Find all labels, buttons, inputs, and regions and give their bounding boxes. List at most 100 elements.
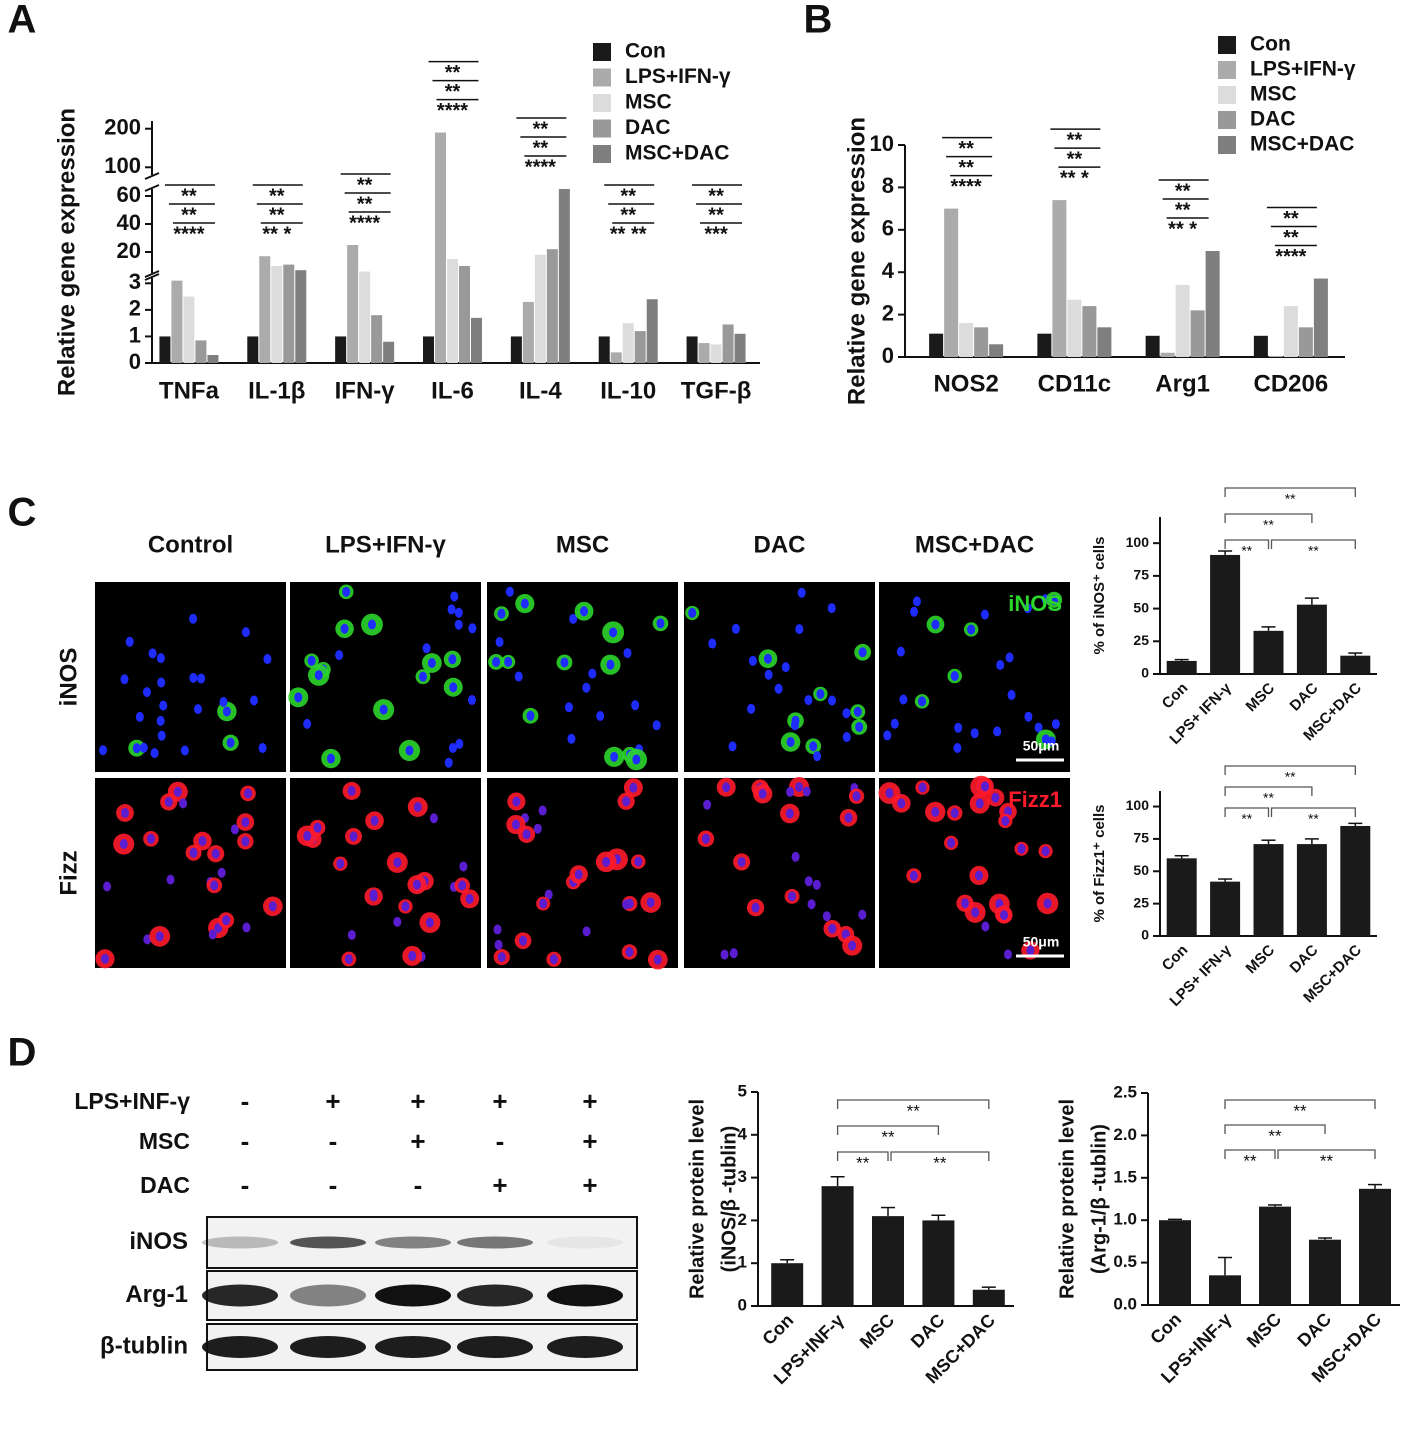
nucleus [492,656,501,667]
nucleus [828,695,837,706]
nucleus [748,655,757,666]
nucleus [596,710,605,721]
significance-label: **** [951,176,982,198]
treatment-label: DAC [140,1172,190,1198]
treatment-mark: - [414,1170,423,1200]
nucleus [652,720,661,731]
bar [1309,1239,1341,1305]
nucleus [408,950,417,961]
nucleus [219,697,228,708]
nucleus [580,606,589,617]
nucleus [155,931,164,942]
significance-label: ** [269,185,285,207]
nucleus [307,655,316,666]
nucleus [980,609,989,620]
legend-swatch [593,68,611,87]
nucleus [449,682,458,693]
nucleus [125,636,134,647]
significance-bracket [1224,807,1270,817]
treatment-mark: + [582,1126,597,1156]
significance-label: ** [1308,543,1319,559]
nucleus [708,638,717,649]
significance-bracket [1270,539,1356,549]
nucleus [166,874,175,885]
nucleus [842,732,851,743]
nucleus [622,899,631,910]
nucleus [758,788,767,799]
nucleus [401,901,410,912]
nucleus [156,715,165,726]
treatment-mark: + [410,1086,425,1116]
legend-label: MSC [1250,83,1297,106]
nucleus [120,674,129,685]
significance-label: ** [269,204,285,226]
nucleus [802,786,811,797]
nucleus [688,607,697,618]
nucleus [101,953,110,964]
bar [522,301,534,363]
scale-bar-label: 50μm [1023,738,1060,754]
bar [171,280,183,363]
bar [1296,844,1327,936]
y-tick-label: 100 [1126,534,1150,550]
nucleus [931,806,940,817]
significance-label: ** [1285,769,1296,785]
bar [558,189,570,363]
blot-band [457,1336,533,1358]
nucleus [465,893,474,904]
nucleus [896,646,905,657]
band-label: β-tublin [100,1332,188,1359]
nucleus [947,837,956,848]
stain-label: Fizz1 [1008,787,1062,812]
significance-label: ** [181,204,197,226]
significance-label: ** [1320,1151,1334,1170]
nucleus [632,754,641,765]
significance-label: ** [958,138,974,160]
significance-bracket [1224,539,1270,549]
nucleus [369,889,378,900]
micrograph [684,582,875,772]
nucleus [241,817,250,828]
y-tick-label: 1.5 [1113,1167,1137,1186]
nucleus [729,948,738,959]
x-tick-label: CD11c [1038,370,1111,397]
nucleus [981,921,990,932]
y-tick-label: 4 [882,258,895,283]
y-tick-label: 1 [129,322,141,347]
blot-band [547,1236,623,1249]
nucleus [458,880,467,891]
nucleus [241,836,250,847]
nucleus [193,704,202,715]
significance-bracket [836,1099,990,1109]
axis-break [144,270,160,278]
y-tick-label: 0 [882,343,894,368]
nucleus [1024,711,1033,722]
nucleus [813,751,822,762]
significance-bracket [1224,513,1313,523]
nucleus [180,745,189,756]
bar [435,132,446,363]
nucleus [349,831,358,842]
nucleus [1005,652,1014,663]
x-tick-label: TNFa [159,377,220,404]
significance-label: ** * [1060,167,1089,189]
significance-label: ** [620,185,636,207]
nucleus [156,653,165,664]
nucleus [625,946,634,957]
nucleus [313,822,322,833]
legend-label: LPS+IFN-γ [625,65,731,88]
axis-break [144,184,160,192]
bar [929,333,944,357]
nucleus [222,915,231,926]
treatment-mark: + [492,1086,507,1116]
column-header: MSC+DAC [915,531,1034,558]
stain-label: iNOS [1008,591,1062,616]
nucleus [526,710,535,721]
significance-label: ** [445,62,461,84]
significance-label: ** [445,81,461,103]
nucleus [885,788,894,799]
bar [283,264,295,363]
nucleus [974,870,983,881]
significance-label: ** [1263,517,1274,533]
